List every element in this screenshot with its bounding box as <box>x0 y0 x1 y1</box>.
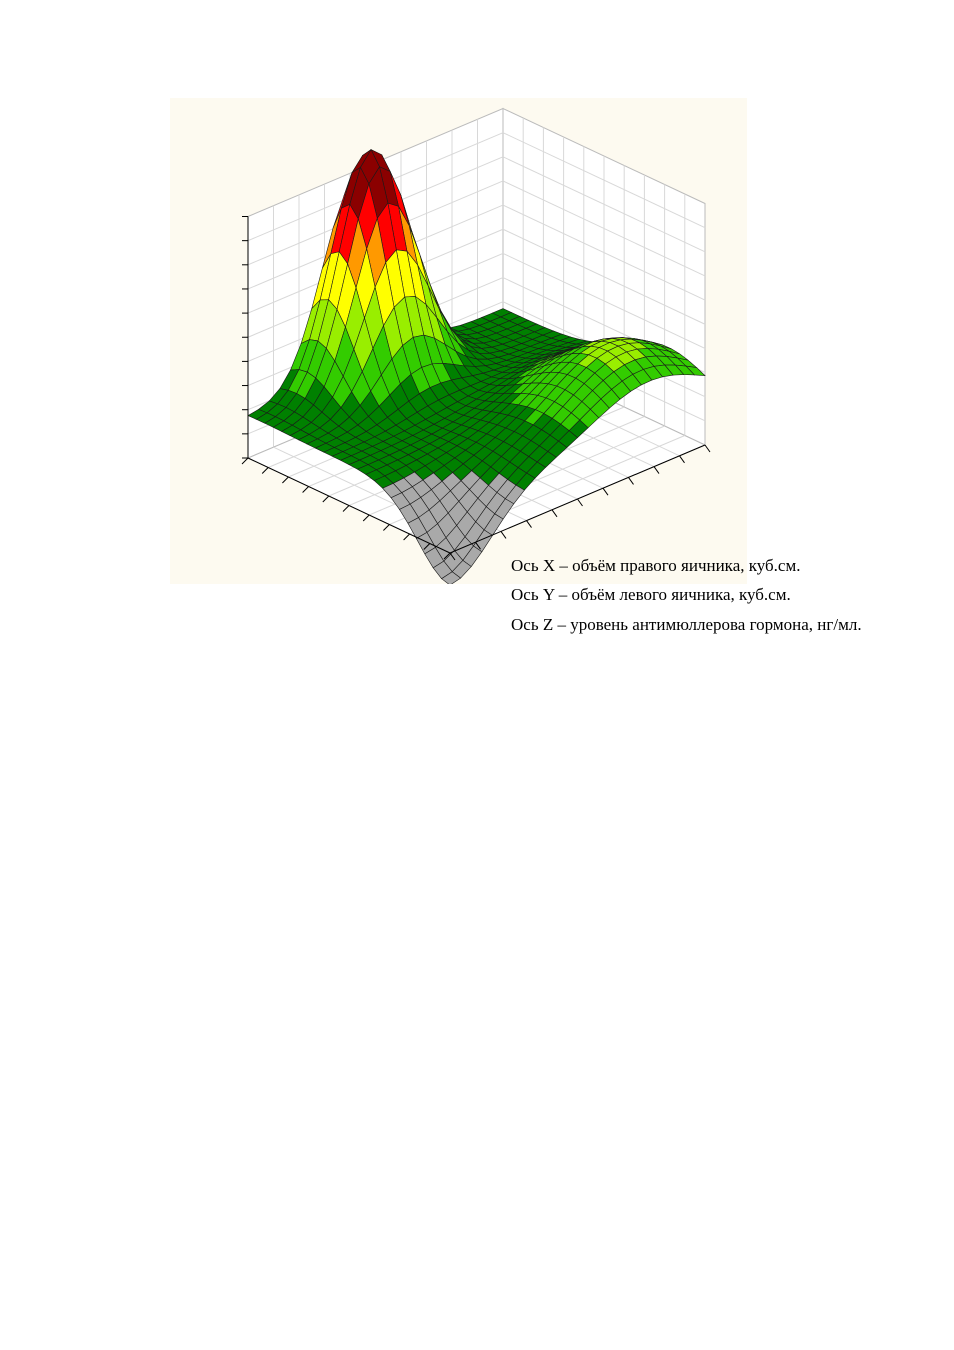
x-tick <box>602 487 609 496</box>
wall-grid-line <box>502 156 706 253</box>
y-axis-caption: Ось Y – объём левого яичника, куб.см. <box>511 585 791 604</box>
surface-mesh <box>247 148 706 584</box>
surface-cell <box>441 571 462 584</box>
y-tick <box>261 467 269 474</box>
x-tick <box>449 552 456 561</box>
y-tick <box>383 524 390 531</box>
x-tick <box>577 498 583 507</box>
wall-grid-line <box>502 204 706 301</box>
wall-grid-line <box>502 180 706 277</box>
x-tick <box>628 477 634 485</box>
x-axis-caption: Ось X – объём правого яичника, куб.см. <box>511 556 801 575</box>
wall-grid-line <box>502 228 706 325</box>
x-tick <box>475 541 481 550</box>
y-tick <box>241 457 249 465</box>
wall-grid-line <box>502 132 706 229</box>
x-tick <box>653 466 660 474</box>
y-tick <box>342 505 350 512</box>
y-tick <box>322 495 330 503</box>
x-tick <box>551 509 558 518</box>
z-axis-caption: Ось Z – уровень антимюллерова гормона, н… <box>511 615 862 634</box>
y-tick <box>443 552 451 560</box>
x-tick <box>704 444 711 453</box>
figure: Ось X – объём правого яичника, куб.см. О… <box>170 98 862 634</box>
x-tick <box>526 520 532 528</box>
y-tick <box>403 533 410 541</box>
y-tick <box>302 486 309 493</box>
y-tick <box>423 543 431 550</box>
x-tick <box>500 531 507 539</box>
surface-plot <box>170 98 747 584</box>
x-tick <box>679 455 685 464</box>
y-tick <box>362 514 370 522</box>
axes-frame <box>241 216 711 561</box>
y-tick <box>282 476 289 484</box>
